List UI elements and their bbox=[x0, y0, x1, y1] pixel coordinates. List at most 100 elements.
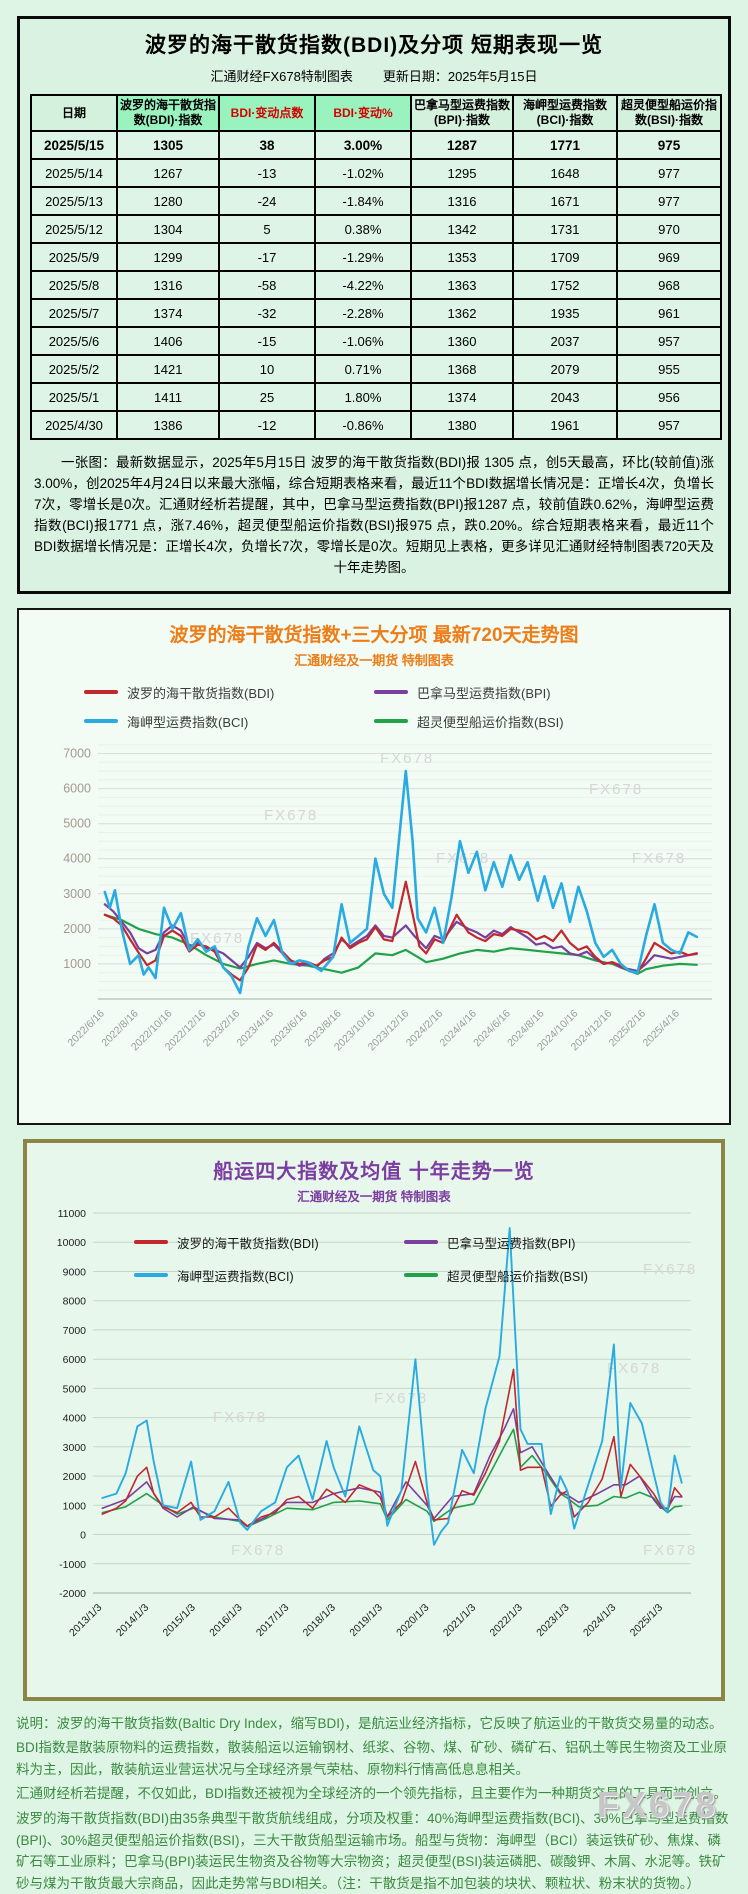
chart2-plot: -2000 -1000 0 1000 2000 3000 4000 5000 6000 7000 8… bbox=[57, 1208, 695, 1639]
chart1-subtitle: 汇通财经及一期货 特制图表 bbox=[294, 652, 454, 668]
svg-text:2021/1/3: 2021/1/3 bbox=[441, 1601, 478, 1638]
table-cell: 1267 bbox=[116, 158, 220, 188]
chart2-wrap: -2000 -1000 0 1000 2000 3000 4000 5000 6000 7000 8… bbox=[29, 1205, 719, 1697]
watermark: FX678 bbox=[264, 807, 318, 824]
legend-label: 超灵便型船运价指数(BSI) bbox=[417, 714, 564, 730]
legend-swatch bbox=[134, 1273, 168, 1278]
summary-paragraph: 一张图：最新数据显示，2025年5月15日 波罗的海干散货指数(BDI)报 13… bbox=[34, 455, 714, 575]
table-cell: 1316 bbox=[410, 186, 514, 216]
legend-label: 巴拿马型运费指数(BPI) bbox=[417, 685, 551, 701]
watermark: FX678 bbox=[607, 1360, 661, 1377]
chart2-legend: 波罗的海干散货指数(BDI) 巴拿马型运费指数(BPI) 海岬型运费指数(BCI) 超… bbox=[134, 1233, 674, 1285]
table-cell: 957 bbox=[616, 326, 722, 356]
svg-text:1000: 1000 bbox=[63, 1500, 87, 1512]
svg-text:2013/1/3: 2013/1/3 bbox=[67, 1601, 104, 1638]
table-cell: -1.06% bbox=[314, 326, 412, 356]
table-header-cell: BDI·变动点数 bbox=[218, 94, 316, 132]
table-cell: -4.22% bbox=[314, 270, 412, 300]
svg-text:2017/1/3: 2017/1/3 bbox=[254, 1601, 291, 1638]
svg-text:-1000: -1000 bbox=[59, 1558, 86, 1570]
table-row: 2025/5/12 1304 5 0.38% 1342 1731 970 bbox=[30, 214, 722, 244]
chart1-legend: 波罗的海干散货指数(BDI) 巴拿马型运费指数(BPI) 海岬型运费指数(BCI) 超… bbox=[24, 683, 724, 731]
svg-text:2022/1/3: 2022/1/3 bbox=[488, 1601, 525, 1638]
table-cell: 2025/4/30 bbox=[30, 410, 118, 440]
table-cell: 970 bbox=[616, 214, 722, 244]
table-cell: 977 bbox=[616, 186, 722, 216]
table-row: 2025/5/7 1374 -32 -2.28% 1362 1935 961 bbox=[30, 298, 722, 328]
table-cell: 2025/5/9 bbox=[30, 242, 118, 272]
svg-text:2015/1/3: 2015/1/3 bbox=[161, 1601, 198, 1638]
table-cell: 975 bbox=[616, 130, 722, 160]
chart2-subtitle: 汇通财经及一期货 特制图表 bbox=[297, 1189, 451, 1204]
table-cell: 38 bbox=[218, 130, 316, 160]
table-cell: 1935 bbox=[512, 298, 618, 328]
table-cell: 2079 bbox=[512, 354, 618, 384]
table-cell: 2025/5/2 bbox=[30, 354, 118, 384]
table-cell: 968 bbox=[616, 270, 722, 300]
legend-item: 海岬型运费指数(BCI) bbox=[84, 712, 374, 731]
watermark: FX678 bbox=[231, 1542, 285, 1559]
legend-label: 海岬型运费指数(BCI) bbox=[177, 1269, 294, 1284]
legend-item: 海岬型运费指数(BCI) bbox=[134, 1266, 404, 1285]
table-cell: 2025/5/13 bbox=[30, 186, 118, 216]
svg-text:2020/1/3: 2020/1/3 bbox=[394, 1601, 431, 1638]
footer-paragraph: 说明：波罗的海干散货指数(Baltic Dry Index，缩写BDI)，是航运… bbox=[16, 1715, 723, 1731]
table-cell: 0.38% bbox=[314, 214, 412, 244]
table-row: 2025/5/13 1280 -24 -1.84% 1316 1671 977 bbox=[30, 186, 722, 216]
table-cell: 1374 bbox=[116, 298, 220, 328]
svg-text:5000: 5000 bbox=[63, 816, 91, 830]
fx678-logo: FX678 bbox=[596, 1784, 718, 1825]
legend-item: 超灵便型船运价指数(BSI) bbox=[404, 1266, 674, 1285]
table-row: 2025/4/30 1386 -12 -0.86% 1380 1961 957 bbox=[30, 410, 722, 440]
table-cell: 2025/5/15 bbox=[30, 130, 118, 160]
series-line bbox=[103, 769, 699, 994]
svg-text:1000: 1000 bbox=[63, 956, 91, 970]
table-cell: 1353 bbox=[410, 242, 514, 272]
legend-item: 巴拿马型运费指数(BPI) bbox=[404, 1233, 674, 1252]
legend-label: 超灵便型船运价指数(BSI) bbox=[447, 1269, 588, 1284]
table-cell: 1362 bbox=[410, 298, 514, 328]
watermark: FX678 bbox=[589, 781, 643, 798]
table-cell: 1671 bbox=[512, 186, 618, 216]
legend-label: 波罗的海干散货指数(BDI) bbox=[177, 1236, 319, 1251]
svg-text:7000: 7000 bbox=[63, 746, 91, 760]
table-cell: 1295 bbox=[410, 158, 514, 188]
table-cell: -17 bbox=[218, 242, 316, 272]
table-cell: 1342 bbox=[410, 214, 514, 244]
page-subtitle: 汇通财经FX678特制图表 更新日期：2025年5月15日 bbox=[30, 66, 718, 85]
table-cell: 3.00% bbox=[314, 130, 412, 160]
table-cell: 1411 bbox=[116, 382, 220, 412]
table-header-row: 日期 波罗的海干散货指数(BDI)·指数 BDI·变动点数 BDI·变动% 巴拿马型运费… bbox=[30, 94, 722, 132]
table-cell: 1380 bbox=[410, 410, 514, 440]
table-header-cell: 日期 bbox=[30, 94, 118, 132]
table-row: 2025/5/2 1421 10 0.71% 1368 2079 955 bbox=[30, 354, 722, 384]
svg-text:2025/4/16: 2025/4/16 bbox=[641, 1007, 683, 1049]
legend-swatch bbox=[404, 1240, 438, 1245]
svg-text:2023/1/3: 2023/1/3 bbox=[534, 1601, 571, 1638]
footer-paragraph: 汇通财经析若提醒，不仅如此，BDI指数还被视为全球经济的一个领先指标，且主要作为… bbox=[16, 1786, 728, 1802]
svg-text:2000: 2000 bbox=[63, 1471, 87, 1483]
watermark: FX678 bbox=[213, 1409, 267, 1426]
table-cell: 1280 bbox=[116, 186, 220, 216]
table-row: 2025/5/15 1305 38 3.00% 1287 1771 975 bbox=[30, 130, 722, 160]
table-cell: 969 bbox=[616, 242, 722, 272]
svg-text:4000: 4000 bbox=[63, 1412, 87, 1424]
table-header-cell: BDI·变动% bbox=[314, 94, 412, 132]
svg-text:2025/1/3: 2025/1/3 bbox=[628, 1601, 665, 1638]
svg-text:2018/1/3: 2018/1/3 bbox=[301, 1601, 338, 1638]
table-row: 2025/5/6 1406 -15 -1.06% 1360 2037 957 bbox=[30, 326, 722, 356]
table-cell: 1316 bbox=[116, 270, 220, 300]
watermark: FX678 bbox=[632, 850, 686, 867]
table-cell: -1.84% bbox=[314, 186, 412, 216]
svg-text:8000: 8000 bbox=[63, 1295, 87, 1307]
legend-item: 波罗的海干散货指数(BDI) bbox=[134, 1233, 404, 1252]
svg-text:2016/1/3: 2016/1/3 bbox=[207, 1601, 244, 1638]
table-cell: 1386 bbox=[116, 410, 220, 440]
watermark: FX678 bbox=[380, 750, 434, 767]
short-term-panel: 波罗的海干散货指数(BDI)及分项 短期表现一览 汇通财经FX678特制图表 更新… bbox=[17, 16, 731, 594]
table-row: 2025/5/14 1267 -13 -1.02% 1295 1648 977 bbox=[30, 158, 722, 188]
table-cell: -58 bbox=[218, 270, 316, 300]
table-cell: -13 bbox=[218, 158, 316, 188]
svg-text:2000: 2000 bbox=[63, 921, 91, 935]
chart-720d-panel: 波罗的海干散货指数+三大分项 最新720天走势图 汇通财经及一期货 特制图表 波… bbox=[17, 607, 731, 1125]
